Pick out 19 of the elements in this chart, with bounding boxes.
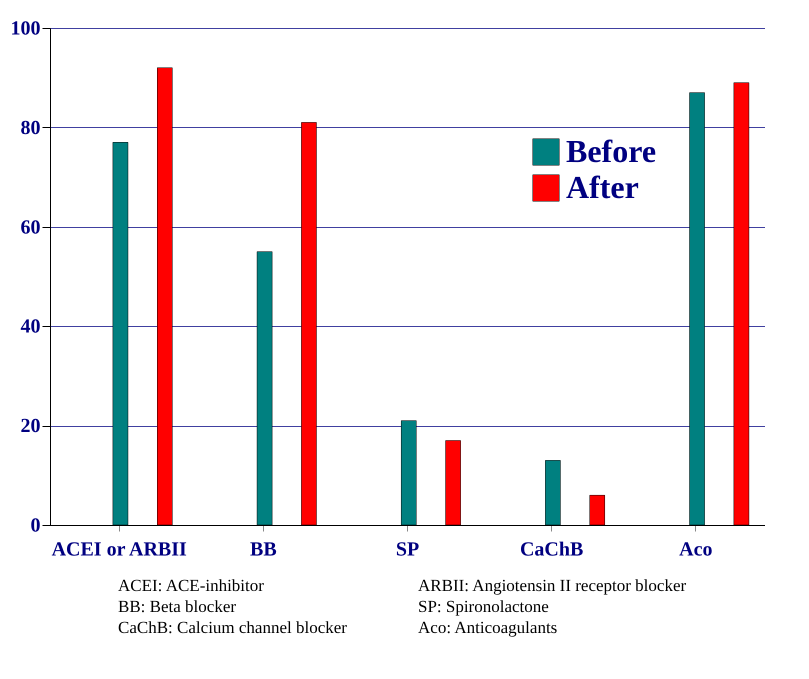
y-tick-label: 100	[10, 18, 40, 40]
legend-label: After	[566, 169, 639, 205]
x-tick-label: CaChB	[520, 538, 584, 560]
y-tick-label: 20	[20, 415, 40, 438]
x-tick-label: ACEI or ARBII	[52, 538, 188, 560]
text: SP: Spironolactone	[418, 596, 550, 617]
text: CaChB: Calcium channel blocker	[118, 617, 348, 638]
y-tick-label: 60	[20, 216, 40, 238]
y-tick-label: 0	[30, 514, 40, 536]
text: ARBII: Angiotensin II receptor blocker	[418, 575, 688, 596]
legend-label: Before	[566, 133, 656, 169]
x-tick-label: BB	[250, 538, 277, 560]
y-tick-label: 40	[20, 316, 40, 338]
text: Aco: Anticoagulants	[418, 617, 558, 638]
x-tick-label: Aco	[679, 538, 712, 560]
text: BB: Beta blocker	[118, 596, 238, 617]
y-tick-label: 80	[20, 116, 40, 139]
text: ACEI: ACE-inhibitor	[118, 575, 265, 596]
x-tick-label: SP	[396, 538, 420, 560]
